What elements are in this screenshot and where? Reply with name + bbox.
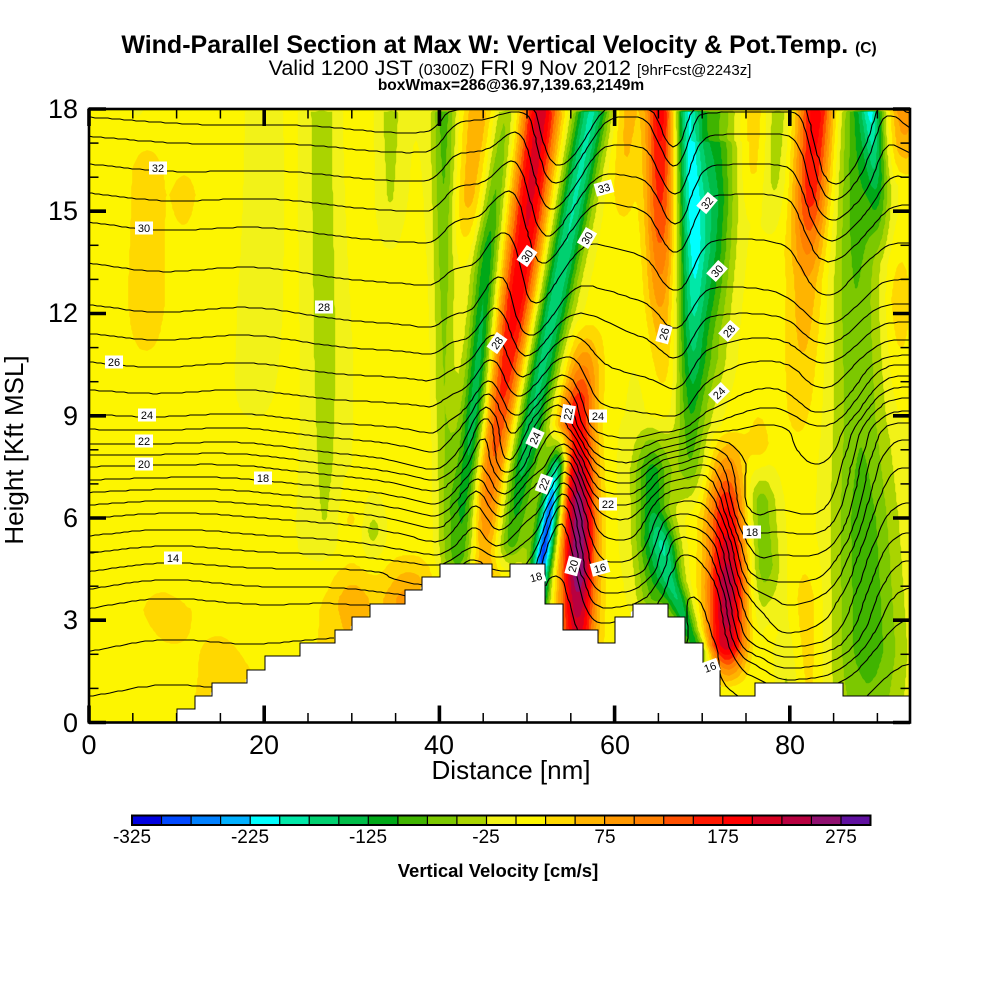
svg-text:20: 20 bbox=[567, 559, 582, 574]
svg-text:15: 15 bbox=[48, 196, 78, 226]
svg-text:Wind-Parallel Section at Max W: Wind-Parallel Section at Max W: Vertical… bbox=[121, 31, 876, 59]
svg-text:14: 14 bbox=[167, 553, 179, 565]
svg-text:-225: -225 bbox=[231, 827, 269, 848]
svg-text:30: 30 bbox=[519, 248, 536, 265]
svg-text:22: 22 bbox=[537, 477, 552, 493]
svg-text:26: 26 bbox=[108, 357, 120, 369]
svg-text:20: 20 bbox=[249, 730, 279, 760]
svg-text:16: 16 bbox=[703, 660, 719, 675]
svg-text:Height [Kft MSL]: Height [Kft MSL] bbox=[0, 355, 29, 544]
svg-text:Vertical Velocity [cm/s]: Vertical Velocity [cm/s] bbox=[398, 860, 599, 881]
svg-text:18: 18 bbox=[746, 527, 758, 539]
svg-text:18: 18 bbox=[529, 571, 544, 586]
svg-text:20: 20 bbox=[138, 459, 150, 471]
svg-text:16: 16 bbox=[593, 562, 608, 577]
svg-text:0: 0 bbox=[63, 708, 78, 738]
svg-text:-325: -325 bbox=[113, 827, 151, 848]
svg-text:30: 30 bbox=[138, 223, 150, 235]
svg-text:32: 32 bbox=[152, 163, 164, 175]
svg-text:22: 22 bbox=[562, 407, 576, 421]
svg-text:12: 12 bbox=[48, 298, 78, 328]
svg-text:3: 3 bbox=[63, 605, 78, 635]
svg-text:24: 24 bbox=[592, 411, 604, 423]
svg-text:6: 6 bbox=[63, 503, 78, 533]
svg-text:40: 40 bbox=[424, 730, 454, 760]
svg-text:18: 18 bbox=[48, 94, 78, 124]
svg-text:175: 175 bbox=[707, 827, 739, 848]
svg-text:28: 28 bbox=[489, 335, 506, 352]
svg-text:275: 275 bbox=[825, 827, 857, 848]
svg-text:33: 33 bbox=[597, 182, 612, 197]
svg-text:Distance [nm]: Distance [nm] bbox=[432, 755, 591, 785]
svg-text:Valid 1200 JST (0300Z) FRI 9 N: Valid 1200 JST (0300Z) FRI 9 Nov 2012 [9… bbox=[269, 56, 752, 80]
svg-text:-125: -125 bbox=[349, 827, 387, 848]
svg-text:9: 9 bbox=[63, 401, 78, 431]
svg-text:28: 28 bbox=[318, 302, 330, 314]
svg-text:75: 75 bbox=[594, 827, 615, 848]
svg-text:boxWmax=286@36.97,139.63,2149m: boxWmax=286@36.97,139.63,2149m bbox=[378, 77, 644, 94]
svg-text:0: 0 bbox=[81, 730, 96, 760]
svg-text:24: 24 bbox=[528, 430, 544, 446]
svg-text:22: 22 bbox=[602, 499, 614, 511]
svg-text:80: 80 bbox=[775, 730, 805, 760]
svg-text:26: 26 bbox=[658, 327, 673, 342]
svg-text:60: 60 bbox=[600, 730, 630, 760]
svg-text:-25: -25 bbox=[472, 827, 499, 848]
svg-text:24: 24 bbox=[141, 410, 153, 422]
svg-text:30: 30 bbox=[580, 230, 597, 247]
svg-text:22: 22 bbox=[138, 436, 150, 448]
svg-text:18: 18 bbox=[257, 473, 269, 485]
